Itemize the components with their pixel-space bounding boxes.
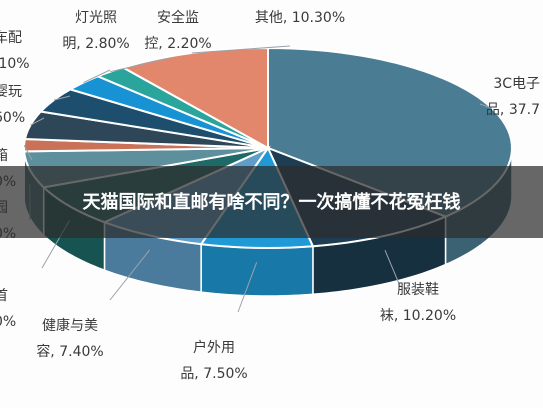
pie-side-2 xyxy=(200,243,314,297)
data-label-8-line-0: 车配 xyxy=(0,29,22,46)
data-label-0-line-1: 品, 37.7 xyxy=(486,102,540,118)
pie-slice-8 xyxy=(38,88,269,149)
data-label-3-line-0: 健康与美 xyxy=(42,317,98,334)
data-label-4: 首 0% xyxy=(0,288,16,330)
data-label-10-line-1: 控, 2.20% xyxy=(144,36,211,52)
leader-line-3 xyxy=(109,249,151,301)
data-label-2: 户外用品, 7.50% xyxy=(180,339,247,382)
data-label-11-line-0: 其他, 10.30% xyxy=(255,10,345,26)
banner-title: 天猫国际和直邮有啥不同？一次搞懂不花冤枉钱 xyxy=(82,191,461,213)
data-label-11: 其他, 10.30% xyxy=(255,10,345,26)
leader-line-0 xyxy=(479,103,493,109)
data-label-4-line-0: 首 xyxy=(0,288,8,304)
title-banner: 天猫国际和直邮有啥不同？一次搞懂不花冤枉钱 xyxy=(0,166,543,238)
data-label-0-line-0: 3C电子 xyxy=(493,76,540,92)
data-label-10: 安全监控, 2.20% xyxy=(144,9,211,52)
leader-line-6 xyxy=(23,144,33,161)
leader-line-10 xyxy=(109,57,171,73)
data-label-2-line-0: 户外用 xyxy=(193,339,235,356)
data-label-8: 车配 .10% xyxy=(0,29,30,72)
data-label-0: 3C电子品, 37.7 xyxy=(486,76,540,118)
data-label-1-line-1: 袜, 10.20% xyxy=(380,308,456,324)
data-label-3: 健康与美容, 7.40% xyxy=(36,317,103,360)
leader-line-11 xyxy=(191,45,291,54)
data-label-10-line-0: 安全监 xyxy=(157,9,199,26)
data-label-1: 服装鞋袜, 10.20% xyxy=(380,282,456,324)
data-label-4-line-1: 0% xyxy=(0,314,16,330)
data-label-7: 婴玩 60% xyxy=(0,84,25,126)
data-label-9-line-1: 明, 2.80% xyxy=(62,36,129,52)
leader-line-8 xyxy=(53,95,71,101)
leader-line-7 xyxy=(30,117,45,126)
data-label-9: 灯光照明, 2.80% xyxy=(62,10,129,52)
data-label-1-line-0: 服装鞋 xyxy=(397,282,439,298)
data-label-2-line-1: 品, 7.50% xyxy=(180,366,247,382)
data-label-6-line-0: 箱 xyxy=(0,148,8,164)
data-label-9-line-0: 灯光照 xyxy=(75,10,117,26)
data-label-7-line-1: 60% xyxy=(0,110,25,126)
data-label-layer: 3C电子品, 37.7 服装鞋袜, 10.20% 户外用品, 7.50% 健康与美容,… xyxy=(0,9,540,382)
leader-line-1 xyxy=(384,250,401,287)
data-label-8-line-1: .10% xyxy=(0,56,30,72)
data-label-3-line-1: 容, 7.40% xyxy=(36,343,103,360)
leader-line-9 xyxy=(83,69,111,84)
leader-line-2 xyxy=(237,262,258,313)
data-label-7-line-0: 婴玩 xyxy=(0,84,22,100)
